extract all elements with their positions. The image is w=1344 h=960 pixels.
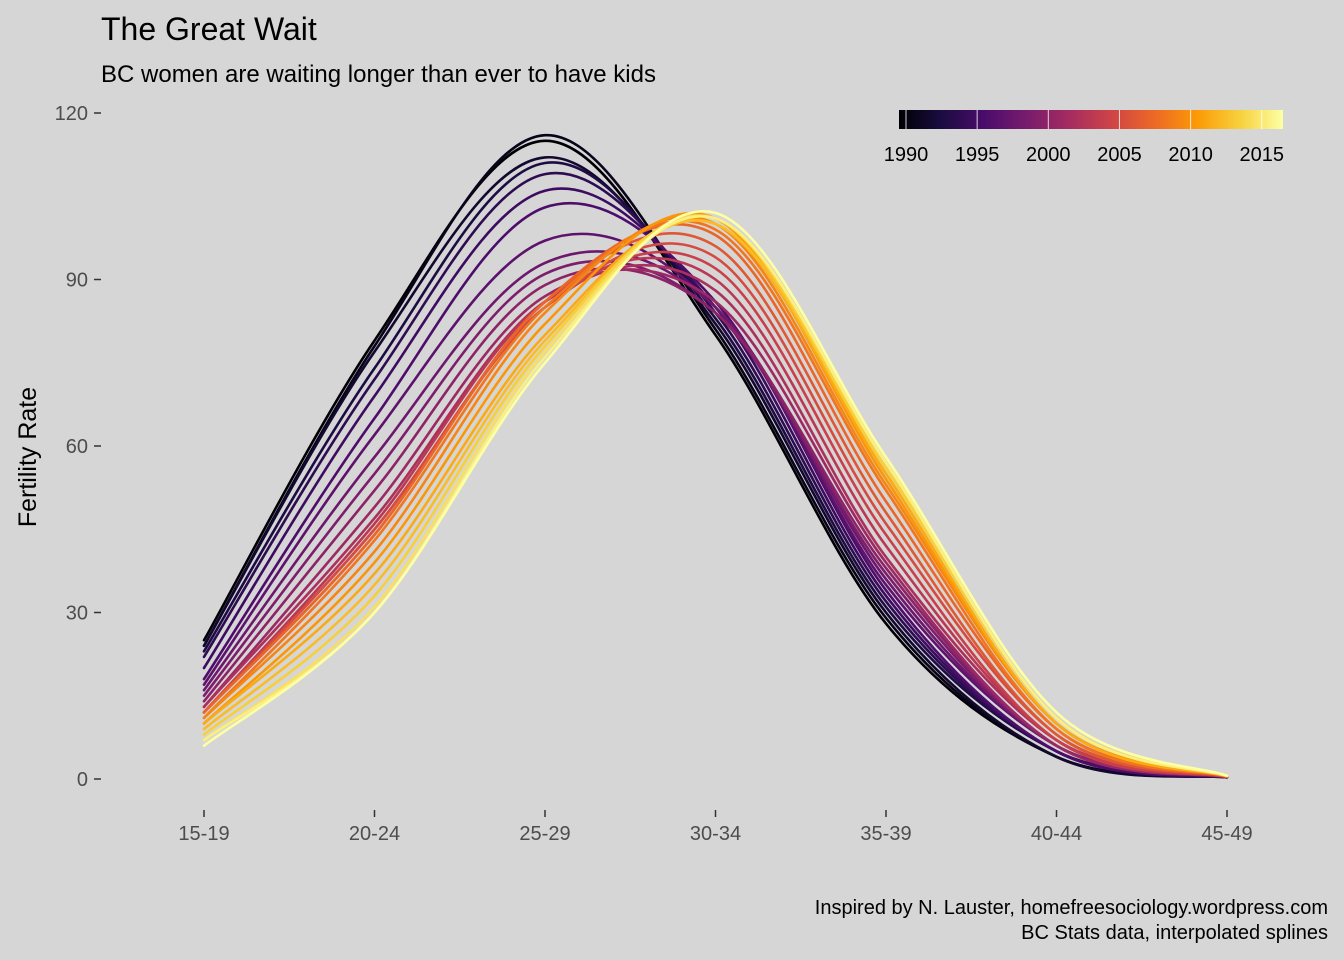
series-lines	[202, 133, 1229, 779]
series-line-1992	[202, 156, 1229, 779]
x-tick-label: 15-19	[178, 823, 229, 845]
colorbar-ticks: 1990 1995 2000 2005 2010 2015	[884, 110, 1284, 166]
colorbar-tick-label: 2010	[1168, 144, 1213, 166]
y-tick-label: 90	[66, 270, 88, 292]
caption-line-1: Inspired by N. Lauster, homefreesociolog…	[815, 897, 1328, 919]
y-tick-label: 30	[66, 603, 88, 625]
year-colorbar-legend: 1990 1995 2000 2005 2010 2015	[884, 110, 1284, 166]
x-tick-label: 20-24	[349, 823, 400, 845]
y-axis-label: Fertility Rate	[14, 387, 42, 527]
colorbar	[899, 110, 1283, 129]
colorbar-tick-label: 2015	[1240, 144, 1285, 166]
colorbar-tick-label: 2000	[1026, 144, 1071, 166]
series-line-2008	[202, 219, 1229, 778]
y-tick-label: 120	[55, 103, 88, 125]
x-tick-label: 45-49	[1201, 823, 1252, 845]
chart-subtitle: BC women are waiting longer than ever to…	[101, 61, 656, 88]
x-tick-label: 30-34	[690, 823, 741, 845]
series-line-2001	[202, 268, 1229, 779]
colorbar-tick-label: 1990	[884, 144, 929, 166]
colorbar-tick-label: 2005	[1097, 144, 1142, 166]
x-tick-label: 35-39	[860, 823, 911, 845]
chart-title: The Great Wait	[101, 11, 317, 47]
x-tick-label: 40-44	[1031, 823, 1082, 845]
x-axis: 15-19 20-24 25-29 30-34 35-39 40-44 45-49	[178, 810, 1253, 845]
x-tick-label: 25-29	[519, 823, 570, 845]
colorbar-tick-label: 1995	[955, 144, 1000, 166]
caption-line-2: BC Stats data, interpolated splines	[1021, 922, 1328, 944]
y-axis: 0 30 60 90 120	[55, 103, 101, 791]
y-tick-label: 60	[66, 436, 88, 458]
y-tick-label: 0	[77, 769, 88, 791]
series-line-2016	[202, 209, 1229, 777]
